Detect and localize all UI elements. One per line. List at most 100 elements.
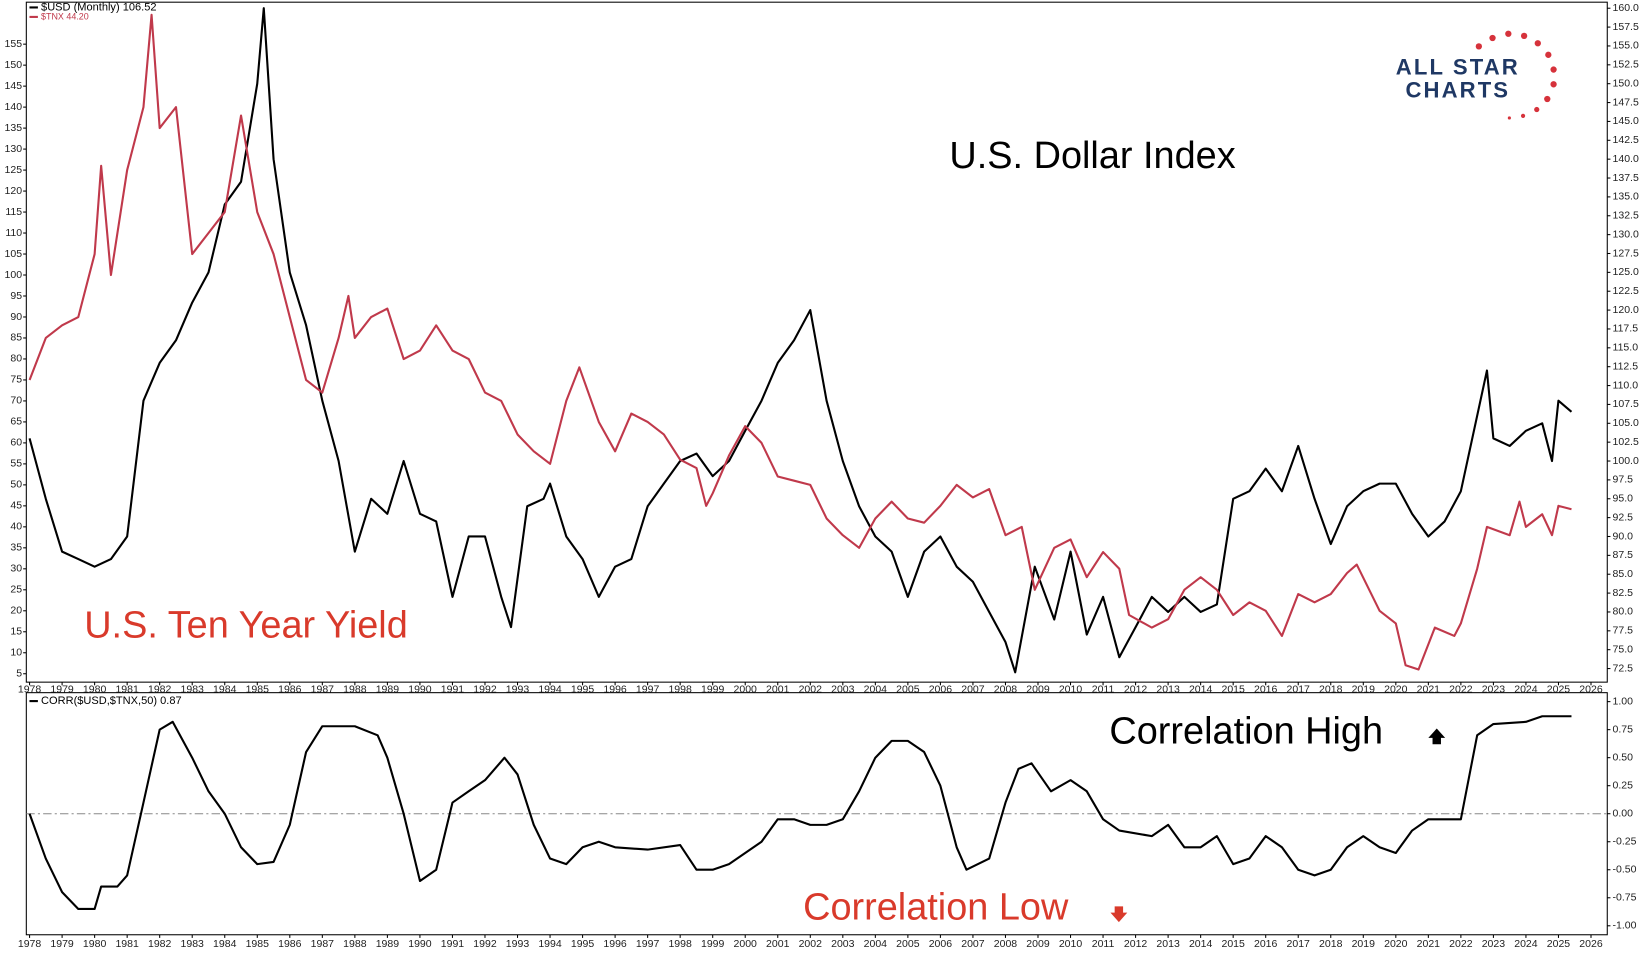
x-tick-label: 1999 (701, 683, 725, 695)
x-tick-label: 1995 (571, 938, 595, 950)
x-tick-label: 1990 (408, 938, 432, 950)
logo-line: CHARTS (1405, 78, 1510, 103)
y-tick-label: 90 (10, 311, 22, 323)
x-tick-label: 2013 (1156, 938, 1180, 950)
x-tick-label: 2023 (1482, 938, 1506, 950)
x-tick-label: 2026 (1579, 938, 1603, 950)
x-tick-label: 1979 (50, 938, 74, 950)
y2-tick-label: 110.0 (1613, 379, 1639, 391)
x-tick-label: 1993 (506, 938, 530, 950)
y-tick-label: 115 (5, 206, 22, 218)
x-tick-label: 1989 (376, 683, 400, 695)
y-tick-label: 125 (5, 164, 23, 176)
x-tick-label: 1985 (246, 683, 270, 695)
legend-label: CORR($USD,$TNX,50) 0.87 (41, 695, 182, 707)
x-tick-label: 2003 (831, 683, 855, 695)
x-tick-label: 1983 (181, 683, 205, 695)
y2-tick-label: 0.50 (1613, 751, 1634, 763)
y2-tick-label: 140.0 (1613, 153, 1639, 165)
x-tick-label: 1988 (343, 683, 367, 695)
x-tick-label: 1994 (538, 683, 562, 695)
x-tick-label: 1985 (246, 938, 270, 950)
x-tick-label: 1978 (18, 938, 42, 950)
x-tick-label: 1982 (148, 938, 172, 950)
x-tick-label: 2006 (929, 683, 953, 695)
y2-tick-label: 120.0 (1613, 304, 1639, 316)
y2-tick-label: 125.0 (1613, 266, 1639, 278)
y2-tick-label: 72.5 (1613, 662, 1634, 674)
x-tick-label: 2010 (1059, 683, 1083, 695)
x-tick-label: 1980 (83, 683, 107, 695)
y2-tick-label: 87.5 (1613, 549, 1634, 561)
x-tick-label: 1981 (115, 683, 139, 695)
x-tick-label: 2013 (1156, 683, 1180, 695)
x-tick-label: 1987 (311, 683, 335, 695)
x-tick-label: 1998 (668, 683, 692, 695)
y2-tick-label: 155.0 (1613, 40, 1639, 52)
annotation: Correlation High (1109, 711, 1383, 753)
x-tick-label: 1994 (538, 938, 562, 950)
y-tick-label: 150 (5, 59, 23, 71)
x-tick-label: 2002 (799, 938, 823, 950)
y2-tick-label: -0.75 (1613, 892, 1637, 904)
x-tick-label: 2020 (1384, 683, 1408, 695)
x-tick-label: 1982 (148, 683, 172, 695)
y2-tick-label: 130.0 (1613, 228, 1639, 240)
x-tick-label: 2026 (1579, 683, 1603, 695)
y2-tick-label: 107.5 (1613, 398, 1639, 410)
y-tick-label: 40 (10, 521, 22, 533)
y-tick-label: 85 (10, 332, 22, 344)
y2-tick-label: 152.5 (1613, 59, 1639, 71)
y2-tick-label: 147.5 (1613, 96, 1639, 108)
x-tick-label: 1984 (213, 683, 237, 695)
x-tick-label: 1997 (636, 683, 660, 695)
x-tick-label: 2010 (1059, 938, 1083, 950)
y-tick-label: 110 (5, 227, 22, 239)
x-tick-label: 2016 (1254, 938, 1278, 950)
x-tick-label: 2019 (1352, 938, 1376, 950)
x-tick-label: 1997 (636, 938, 660, 950)
x-tick-label: 1991 (441, 683, 465, 695)
y2-tick-label: 145.0 (1613, 115, 1639, 127)
y2-tick-label: 112.5 (1613, 360, 1639, 372)
x-tick-label: 2023 (1482, 683, 1506, 695)
series-line (28, 715, 1572, 911)
y-tick-label: 50 (10, 479, 22, 491)
x-tick-label: 2007 (961, 938, 985, 950)
y-tick-label: 135 (5, 122, 23, 134)
annotation: U.S. Ten Year Yield (84, 604, 408, 646)
x-tick-label: 1999 (701, 938, 725, 950)
y2-tick-label: 95.0 (1613, 493, 1634, 505)
y2-tick-label: 135.0 (1613, 191, 1639, 203)
x-tick-label: 2025 (1547, 683, 1571, 695)
y-tick-label: 120 (5, 185, 23, 197)
logo: ALL STAR CHARTS (1396, 30, 1557, 120)
y2-tick-label: 137.5 (1613, 172, 1639, 184)
x-tick-label: 2019 (1352, 683, 1376, 695)
y2-tick-label: 127.5 (1613, 247, 1639, 259)
x-tick-label: 2012 (1124, 683, 1148, 695)
x-tick-label: 1996 (603, 938, 627, 950)
y2-tick-label: 85.0 (1613, 568, 1634, 580)
x-tick-label: 2021 (1417, 938, 1441, 950)
y2-tick-label: 75.0 (1613, 643, 1634, 655)
x-tick-label: 2021 (1417, 683, 1441, 695)
y-tick-label: 130 (5, 143, 23, 155)
y2-tick-label: 105.0 (1613, 417, 1639, 429)
x-tick-label: 1983 (181, 938, 205, 950)
y2-tick-label: 97.5 (1613, 474, 1634, 486)
y-tick-label: 140 (5, 101, 23, 113)
x-tick-label: 2018 (1319, 938, 1343, 950)
series-line (28, 13, 1572, 671)
y2-tick-label: 117.5 (1613, 323, 1639, 335)
x-tick-label: 2004 (864, 938, 888, 950)
x-tick-label: 1988 (343, 938, 367, 950)
x-tick-label: 2024 (1514, 938, 1538, 950)
y2-tick-label: 132.5 (1613, 210, 1639, 222)
x-tick-label: 2001 (766, 683, 790, 695)
x-tick-label: 2002 (799, 683, 823, 695)
x-tick-label: 1998 (668, 938, 692, 950)
y2-tick-label: 1.00 (1613, 695, 1634, 707)
x-tick-label: 2004 (864, 683, 888, 695)
